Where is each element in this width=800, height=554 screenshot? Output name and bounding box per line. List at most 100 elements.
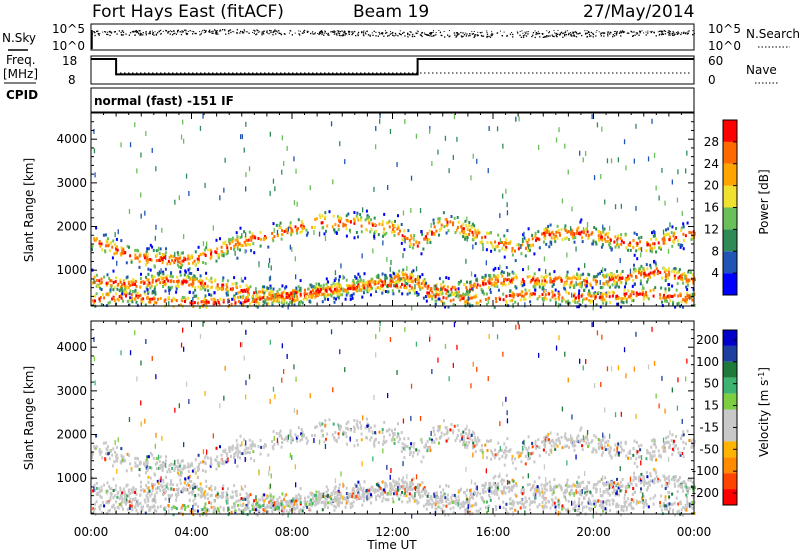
noise-search-point [351, 31, 352, 33]
velocity-cell [651, 450, 654, 454]
velocity-cell [637, 444, 640, 448]
power-cell [325, 282, 328, 286]
power-cell [653, 242, 656, 246]
power-cell [610, 273, 613, 277]
power-cell [161, 227, 163, 233]
noise-point [392, 31, 394, 34]
power-cell [146, 254, 149, 258]
power-cell [147, 267, 150, 271]
power-cell [113, 299, 116, 303]
power-cell [585, 233, 588, 237]
power-cell [594, 279, 597, 283]
power-cell [330, 294, 333, 298]
velocity-cell [672, 442, 675, 446]
power-cell [189, 255, 192, 259]
power-cell [582, 157, 584, 163]
power-cell [595, 242, 598, 246]
velocity-cell [210, 461, 212, 464]
power-cell [409, 273, 412, 276]
power-cell [184, 258, 187, 262]
velocity-cell [177, 461, 180, 465]
velocity-cell [354, 483, 356, 487]
velocity-cell [239, 509, 242, 513]
velocity-cell [328, 418, 331, 422]
power-cell [447, 294, 450, 298]
power-cell [528, 289, 531, 292]
power-cell [259, 290, 262, 294]
noise-search-point [391, 32, 393, 34]
noise-point [650, 31, 652, 34]
power-cell [281, 169, 283, 175]
noise-point [324, 31, 326, 33]
velocity-cell [253, 499, 256, 503]
power-cell [554, 297, 557, 301]
noise-search-point [214, 30, 216, 32]
velocity-cell [600, 453, 603, 457]
power-cell [687, 270, 690, 274]
power-cell [332, 281, 335, 285]
noise-point [555, 35, 558, 37]
power-cell [306, 231, 309, 235]
noise-point [194, 32, 196, 35]
noise-point [361, 31, 363, 33]
power-cell [635, 275, 638, 279]
power-cell [682, 305, 684, 309]
velocity-cell [486, 439, 488, 443]
velocity-cell [134, 461, 137, 465]
power-cell [94, 238, 97, 242]
noise-point [568, 34, 570, 36]
velocity-cell [420, 460, 423, 464]
power-cell [246, 305, 249, 309]
power-cell [426, 291, 429, 295]
velocity-cell [225, 460, 228, 464]
velocity-cell [280, 434, 282, 438]
power-cell [202, 284, 205, 288]
noise-point [403, 31, 405, 34]
power-cell [344, 223, 347, 227]
power-cell [236, 245, 239, 249]
power-cell [437, 149, 439, 155]
power-cell [210, 253, 212, 256]
noise-point [192, 33, 194, 35]
velocity-cell [457, 428, 460, 432]
power-cell [604, 268, 607, 272]
power-cell [484, 273, 487, 277]
power-cell [270, 296, 273, 300]
power-cell [527, 244, 530, 250]
power-cell [489, 273, 491, 279]
power-cell [629, 244, 632, 247]
power-cell [334, 277, 337, 281]
power-cell [532, 243, 535, 247]
power-cell [226, 246, 229, 250]
velocity-cell [360, 438, 363, 442]
velocity-cell [179, 478, 182, 482]
power-cell [297, 226, 300, 230]
power-cell [659, 247, 662, 251]
power-cell [382, 283, 384, 287]
velocity-cell [638, 455, 641, 459]
noise-point [671, 32, 674, 35]
noise-search-point [133, 30, 135, 32]
power-cell [473, 228, 476, 232]
velocity-cell [138, 462, 141, 466]
power-cell [462, 292, 465, 296]
velocity-cell [601, 443, 603, 447]
power-cell [136, 168, 138, 174]
cpid-text: normal (fast) -151 IF [94, 94, 234, 108]
power-cell [497, 267, 500, 270]
noise-point [573, 31, 575, 33]
noise-search-point [643, 32, 645, 34]
power-cell [369, 287, 372, 291]
noise-point [407, 33, 409, 36]
power-cell [287, 304, 289, 310]
power-cell [155, 166, 157, 172]
velocity-cell [601, 451, 604, 455]
noise-point [686, 33, 689, 35]
velocity-cell [609, 446, 612, 450]
power-cell [325, 229, 327, 233]
power-cell [625, 278, 628, 282]
power-cell [266, 297, 269, 301]
power-cell [378, 280, 381, 284]
noise-search-point [486, 31, 488, 33]
